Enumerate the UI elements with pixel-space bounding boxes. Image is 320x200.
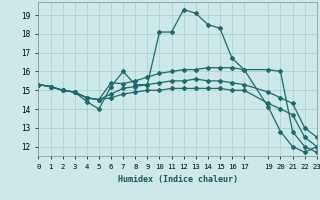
X-axis label: Humidex (Indice chaleur): Humidex (Indice chaleur) bbox=[118, 175, 238, 184]
